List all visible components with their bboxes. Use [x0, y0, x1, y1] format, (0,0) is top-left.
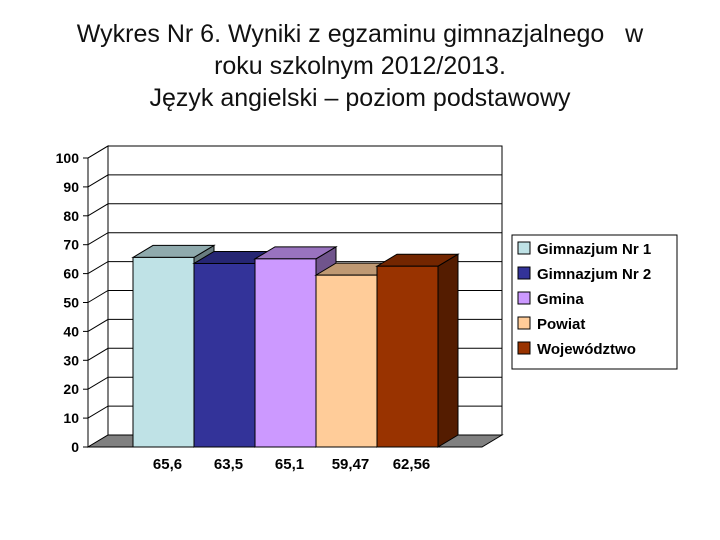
y-tick-label: 90 [63, 179, 79, 195]
chart-title: Wykres Nr 6. Wyniki z egzaminu gimnazjal… [0, 18, 720, 114]
legend-swatch [517, 316, 531, 330]
y-tick-label: 60 [63, 266, 79, 282]
bar-front [254, 258, 317, 448]
legend-swatch [517, 341, 531, 355]
legend-label: Gimnazjum Nr 1 [537, 241, 651, 258]
legend-label: Gimnazjum Nr 2 [537, 266, 651, 283]
data-label: 62,56 [393, 456, 431, 473]
bar-front [315, 274, 378, 448]
data-labels: 65,6 63,5 65,1 59,47 62,56 [153, 456, 430, 473]
gridline [87, 145, 502, 159]
gridline [87, 261, 502, 275]
y-tick-label: 50 [63, 295, 79, 311]
y-tick-label: 40 [63, 323, 79, 339]
data-label: 65,6 [153, 456, 182, 473]
legend-label: Województwo [537, 341, 636, 358]
gridline [87, 232, 502, 246]
legend-swatch [517, 291, 531, 305]
y-tick-label: 30 [63, 352, 79, 368]
y-tick-label: 100 [56, 150, 80, 166]
legend: Gimnazjum Nr 1 Gimnazjum Nr 2 Gmina Powiat W… [511, 234, 678, 370]
legend-label: Gmina [537, 291, 584, 308]
legend-swatch [517, 266, 531, 280]
bar [375, 253, 460, 448]
y-tick-label: 10 [63, 410, 79, 426]
legend-box [511, 234, 678, 370]
gridline [87, 203, 502, 217]
data-label: 63,5 [214, 456, 243, 473]
y-tick-label: 20 [63, 381, 79, 397]
data-label: 59,47 [332, 456, 370, 473]
bar-side [437, 253, 459, 448]
legend-label: Powiat [537, 316, 585, 333]
y-tick-label: 70 [63, 237, 79, 253]
chart-title-line-2: roku szkolnym 2012/2013. [214, 52, 506, 80]
y-tick-label: 80 [63, 208, 79, 224]
gridline [87, 174, 502, 188]
bar-front [376, 265, 439, 448]
data-label: 65,1 [275, 456, 304, 473]
bars [131, 244, 460, 448]
chart-title-line-3: Język angielski – poziom podstawowy [149, 84, 571, 112]
bar-front [193, 262, 256, 448]
chart-title-line-1: Wykres Nr 6. Wyniki z egzaminu gimnazjal… [76, 20, 644, 48]
legend-swatch [517, 241, 531, 255]
bar-front [132, 256, 195, 448]
y-tick-label: 0 [71, 439, 79, 455]
